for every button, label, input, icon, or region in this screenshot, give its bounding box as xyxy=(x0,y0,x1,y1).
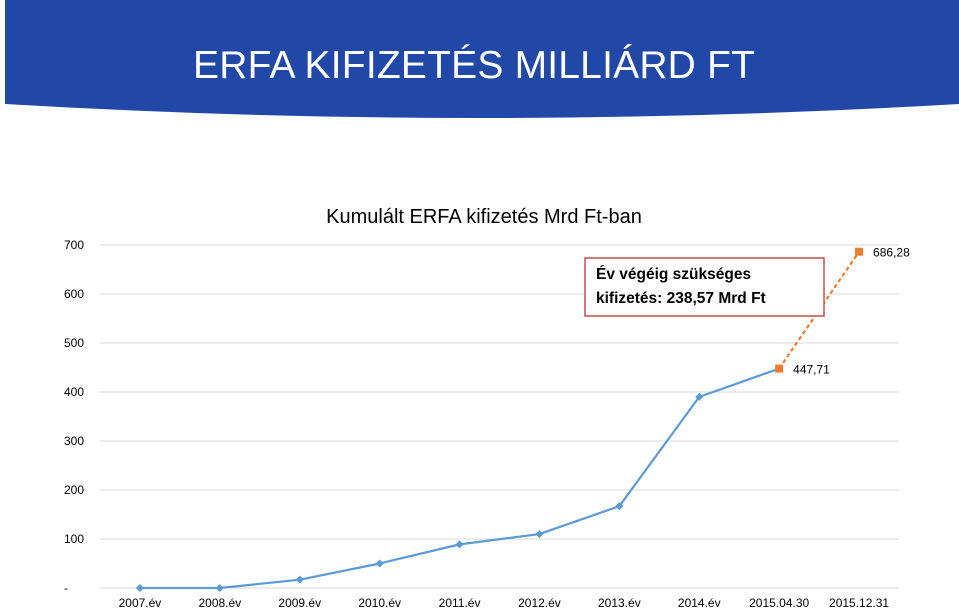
series-layer xyxy=(135,247,864,592)
data-point-marker xyxy=(695,392,704,401)
annotation-line-2: kifizetés: 238,57 Mrd Ft xyxy=(596,290,766,307)
x-tick-label: 2007.év xyxy=(119,596,162,609)
y-tick-label: 200 xyxy=(64,483,84,497)
y-tick-label: - xyxy=(64,581,68,595)
data-point-marker xyxy=(455,540,464,549)
x-tick-label: 2011.év xyxy=(439,596,481,609)
y-tick-label: 100 xyxy=(64,532,84,546)
data-point-marker xyxy=(855,247,864,256)
y-tick-label: 500 xyxy=(64,336,84,350)
y-axis-ticks: - 100 200 300 400 500 600 700 xyxy=(64,238,84,595)
data-point-marker xyxy=(615,502,624,511)
slide-title: ERFA KIFIZETÉS MILLIÁRD FT xyxy=(193,44,756,87)
data-label: 686,28 xyxy=(873,246,910,260)
x-tick-label: 2014.év xyxy=(678,596,721,609)
x-axis-ticks: 2007.év 2008.év 2009.év 2010.év 2011.év 2012.… xyxy=(119,596,890,609)
data-point-marker xyxy=(135,584,144,592)
data-labels: 447,71 686,28 xyxy=(793,246,910,377)
y-tick-label: 700 xyxy=(64,238,84,252)
annotation-line-1: Év végéig szükséges xyxy=(596,266,751,283)
series-line xyxy=(139,367,780,590)
x-tick-label: 2015.12.31 xyxy=(829,596,889,609)
y-tick-label: 400 xyxy=(64,385,84,399)
data-point-marker xyxy=(215,584,224,592)
data-point-marker xyxy=(535,530,544,539)
banner-shape xyxy=(5,0,959,118)
y-tick-label: 600 xyxy=(64,287,84,301)
x-tick-label: 2012.év xyxy=(518,596,561,609)
x-tick-label: 2009.év xyxy=(278,596,321,609)
annotation-box: Év végéig szükséges kifizetés: 238,57 Mr… xyxy=(584,257,825,317)
y-tick-label: 300 xyxy=(64,434,84,448)
title-banner xyxy=(5,0,959,118)
x-tick-label: 2015.04.30 xyxy=(749,596,809,609)
x-tick-label: 2010.év xyxy=(358,596,401,609)
data-label: 447,71 xyxy=(793,363,830,377)
data-point-marker xyxy=(295,575,304,584)
annotation-border xyxy=(584,257,825,317)
x-tick-label: 2013.év xyxy=(598,596,641,609)
data-point-marker xyxy=(775,364,784,373)
data-point-marker xyxy=(375,559,384,568)
x-tick-label: 2008.év xyxy=(198,596,241,609)
chart-title: Kumulált ERFA kifizetés Mrd Ft-ban xyxy=(326,206,642,228)
